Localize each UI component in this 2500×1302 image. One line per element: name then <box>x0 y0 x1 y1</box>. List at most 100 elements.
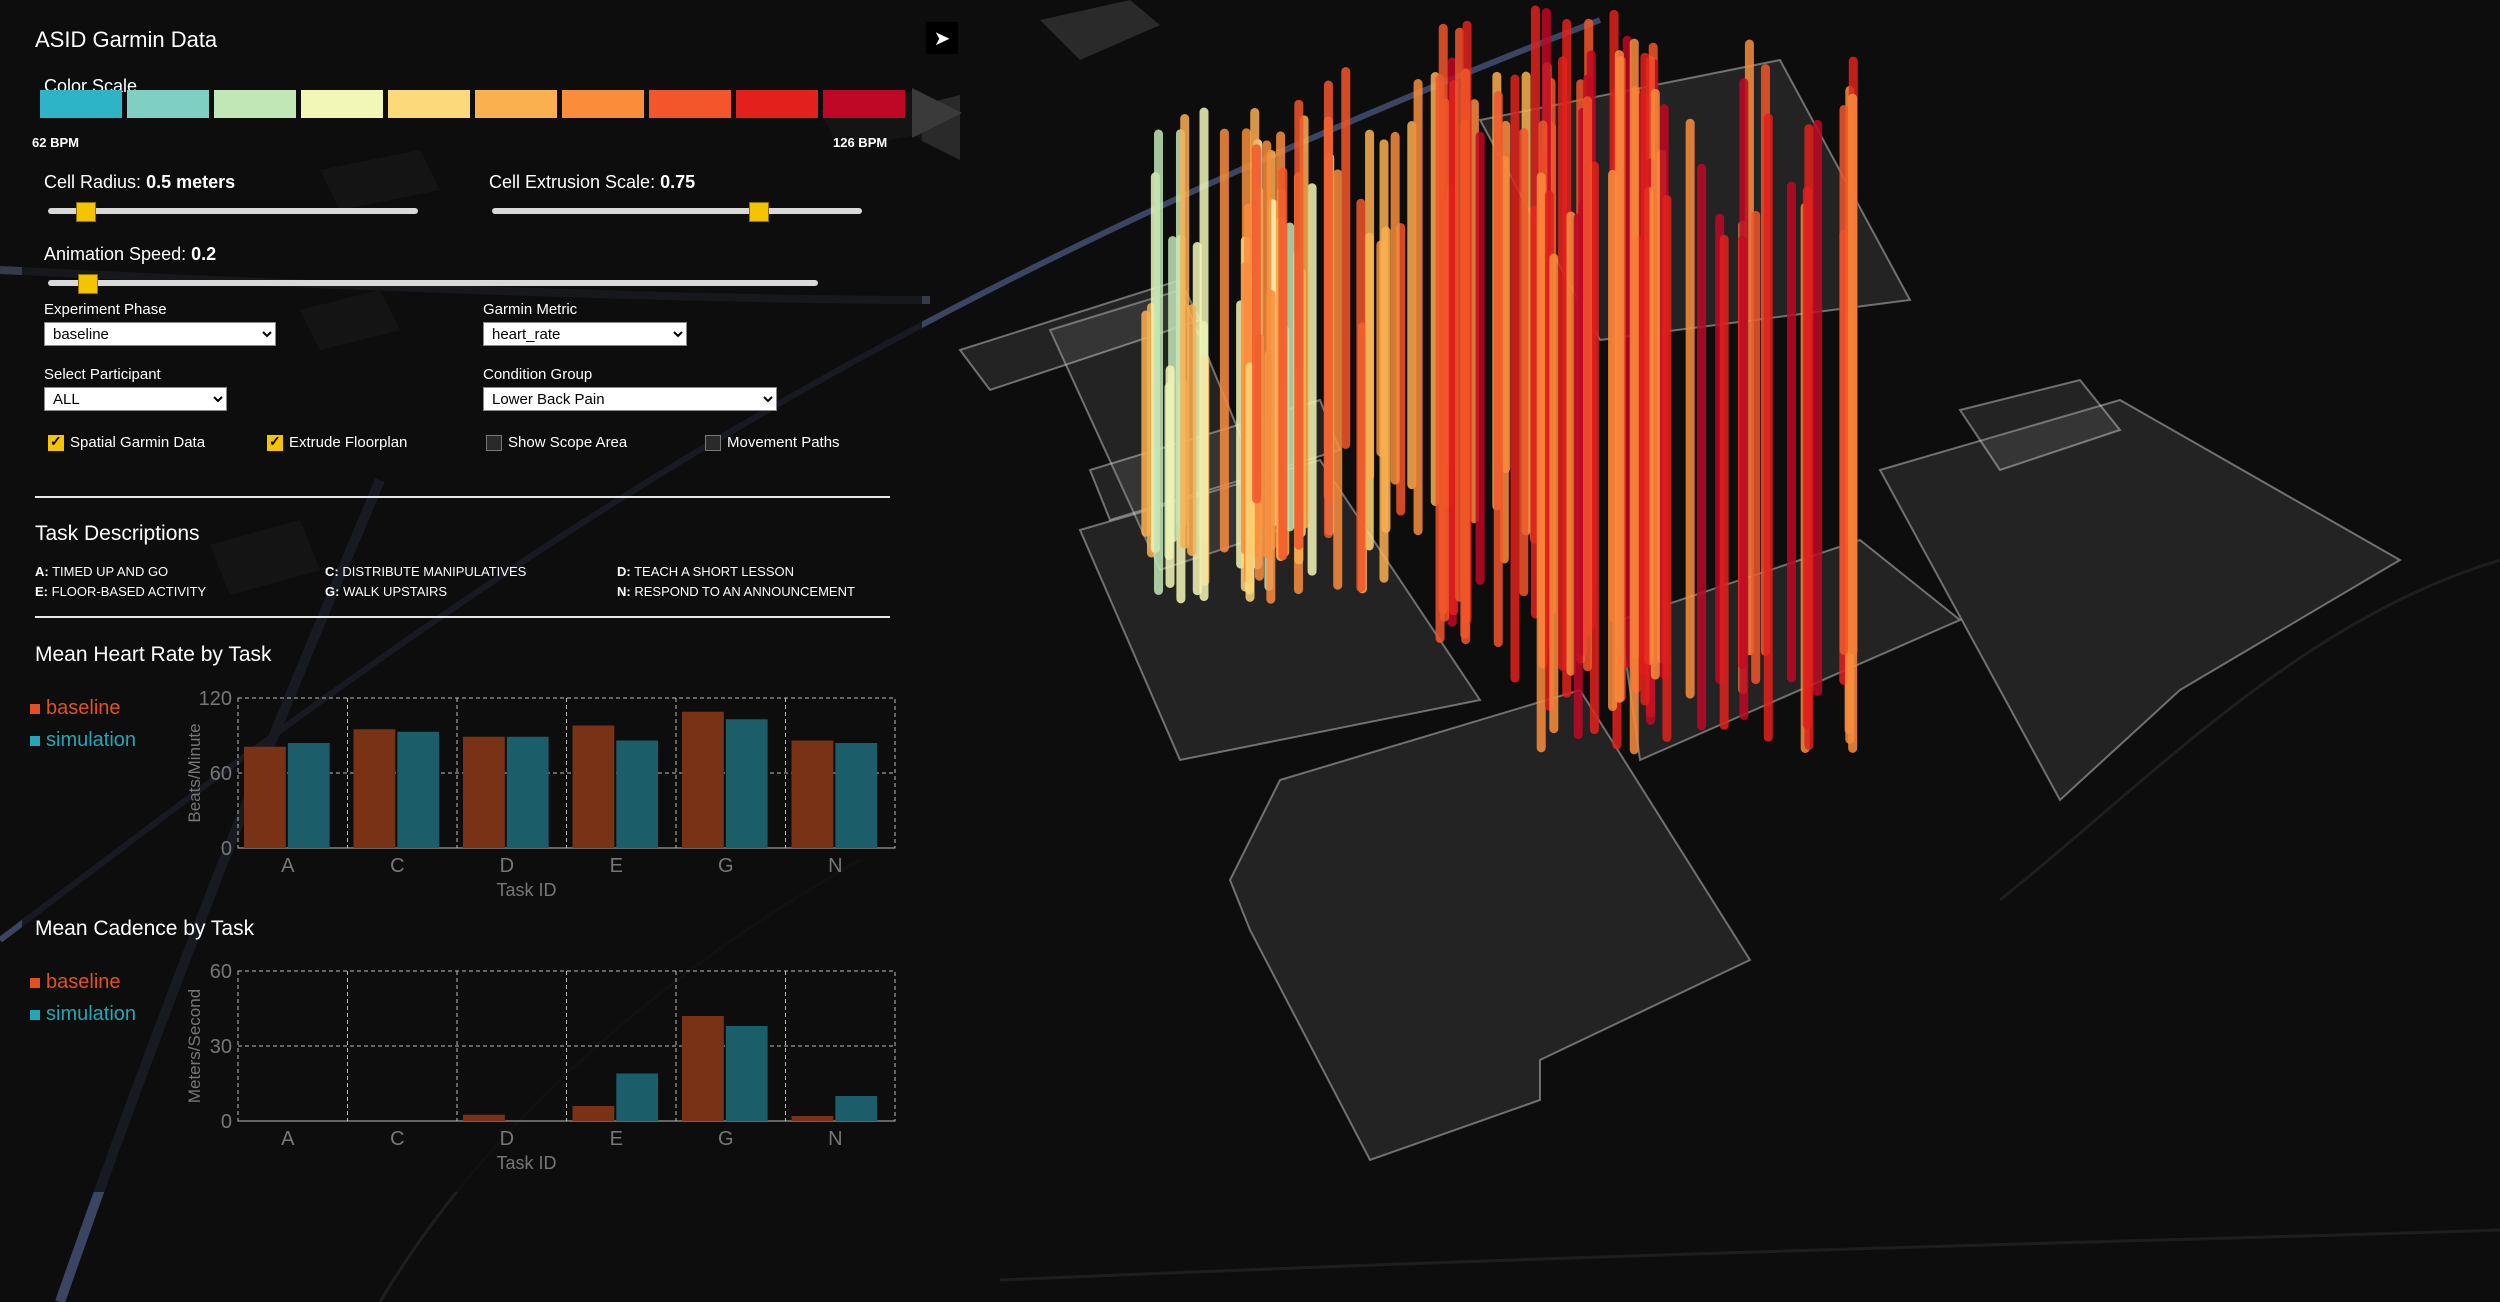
legend-simulation: simulation <box>30 729 136 752</box>
x-tick-label: G <box>718 855 734 877</box>
condition-group-label: Condition Group <box>483 366 593 383</box>
bar-simulation <box>397 731 440 848</box>
task-text: RESPOND TO AN ANNOUNCEMENT <box>634 584 855 599</box>
y-tick-label: 60 <box>210 963 232 983</box>
cell-radius-slider[interactable] <box>48 208 418 214</box>
task-text: FLOOR-BASED ACTIVITY <box>51 584 207 599</box>
show-scope-checkbox[interactable]: Show Scope Area <box>486 434 627 451</box>
show-scope-label: Show Scope Area <box>508 434 628 451</box>
movement-paths-checkbox[interactable]: Movement Paths <box>705 434 840 451</box>
checkbox-icon[interactable] <box>486 434 502 451</box>
bar-baseline <box>572 725 615 848</box>
x-tick-label: D <box>500 1128 514 1150</box>
cell-extrusion-slider[interactable] <box>492 208 862 214</box>
checkbox-icon[interactable] <box>705 434 721 451</box>
y-axis-label: Meters/Second <box>185 989 204 1103</box>
cadence-chart-title: Mean Cadence by Task <box>35 917 255 940</box>
expand-panel-button[interactable]: ➤ <box>926 22 958 54</box>
animation-speed-slider[interactable] <box>48 280 818 286</box>
cell-radius-slider-thumb[interactable] <box>76 202 96 222</box>
color-scale-swatch <box>649 90 731 118</box>
bar-baseline <box>353 729 396 848</box>
x-tick-label: N <box>828 855 842 877</box>
legend-swatch <box>30 735 40 746</box>
color-scale-swatch <box>388 90 470 118</box>
bar-baseline <box>682 711 724 848</box>
legend-simulation: simulation <box>30 1003 136 1026</box>
legend-label: baseline <box>46 697 121 719</box>
cell-radius-value: 0.5 meters <box>146 172 236 192</box>
legend-label: simulation <box>46 1003 137 1025</box>
bar-simulation <box>287 743 330 848</box>
y-axis-label: Beats/Minute <box>185 723 204 822</box>
cell-extrusion-slider-thumb[interactable] <box>749 202 770 222</box>
divider <box>35 496 890 498</box>
legend-swatch <box>30 1009 40 1020</box>
task-id: N: <box>617 584 631 599</box>
cell-extrusion-label: Cell Extrusion Scale: 0.75 <box>489 172 695 193</box>
color-scale-swatch <box>214 90 296 118</box>
bar-baseline <box>463 1114 505 1121</box>
task-id: D: <box>617 564 631 579</box>
garmin-metric-select[interactable]: heart_rate <box>483 322 687 346</box>
color-scale-min: 62 BPM <box>32 135 79 150</box>
extrude-floorplan-label: Extrude Floorplan <box>289 434 408 451</box>
task-e: E: FLOOR-BASED ACTIVITY <box>35 584 206 599</box>
x-tick-label: A <box>281 1128 295 1150</box>
condition-group-select[interactable]: Lower Back Pain <box>483 387 777 411</box>
bar-simulation <box>616 1073 659 1121</box>
task-descriptions-heading: Task Descriptions <box>35 522 200 545</box>
participant-label: Select Participant <box>44 366 161 383</box>
color-scale-max: 126 BPM <box>833 135 888 150</box>
bar-simulation <box>725 719 768 848</box>
extrude-floorplan-checkbox[interactable]: Extrude Floorplan <box>267 433 408 451</box>
participant-select[interactable]: ALL <box>44 387 227 411</box>
heart-rate-chart-title: Mean Heart Rate by Task <box>35 643 272 666</box>
checkbox-icon[interactable] <box>267 433 283 451</box>
bar-simulation <box>835 1096 878 1121</box>
x-tick-label: A <box>281 855 295 877</box>
cell-radius-label: Cell Radius: 0.5 meters <box>44 172 235 193</box>
legend-label: simulation <box>46 729 137 751</box>
y-tick-label: 0 <box>221 838 232 860</box>
y-tick-label: 30 <box>210 1036 232 1058</box>
y-tick-label: 120 <box>199 690 232 710</box>
checkbox-icon[interactable] <box>48 433 64 451</box>
bar-simulation <box>835 743 878 848</box>
color-scale-swatch <box>823 90 905 118</box>
bar-baseline <box>791 1116 834 1121</box>
color-scale-swatch <box>736 90 818 118</box>
bar-simulation <box>506 736 549 848</box>
app-title: ASID Garmin Data <box>35 27 218 52</box>
spatial-garmin-checkbox[interactable]: Spatial Garmin Data <box>48 433 205 451</box>
experiment-phase-select[interactable]: baseline <box>44 322 276 346</box>
bar-simulation <box>725 1026 768 1121</box>
garmin-metric-label: Garmin Metric <box>483 301 578 318</box>
task-g: G: WALK UPSTAIRS <box>325 584 447 599</box>
x-tick-label: E <box>610 1128 623 1150</box>
color-scale-arrow-icon <box>912 88 962 138</box>
x-tick-label: E <box>610 855 623 877</box>
x-tick-label: D <box>500 855 514 877</box>
legend-swatch <box>30 977 40 988</box>
bar-baseline <box>682 1016 724 1121</box>
task-id: E: <box>35 584 48 599</box>
task-c: C: DISTRIBUTE MANIPULATIVES <box>325 564 526 579</box>
y-tick-label: 60 <box>210 763 232 785</box>
task-id: A: <box>35 564 49 579</box>
cell-radius-label-text: Cell Radius: <box>44 172 142 192</box>
animation-speed-label: Animation Speed: 0.2 <box>44 244 216 265</box>
task-text: TEACH A SHORT LESSON <box>634 564 795 579</box>
divider <box>35 616 890 618</box>
legend-baseline: baseline <box>30 697 121 720</box>
bar-baseline <box>463 736 505 848</box>
bar-simulation <box>616 740 659 848</box>
cell-extrusion-label-text: Cell Extrusion Scale: <box>489 172 656 192</box>
task-text: DISTRIBUTE MANIPULATIVES <box>342 564 527 579</box>
color-scale-swatch <box>40 90 122 118</box>
animation-speed-slider-thumb[interactable] <box>77 274 98 294</box>
cadence-chart: 0 30 60 A C D E G N Task ID Meters/Second <box>185 963 896 1173</box>
legend-swatch <box>30 703 40 714</box>
color-scale-swatch <box>301 90 383 118</box>
bar-baseline <box>791 740 834 848</box>
